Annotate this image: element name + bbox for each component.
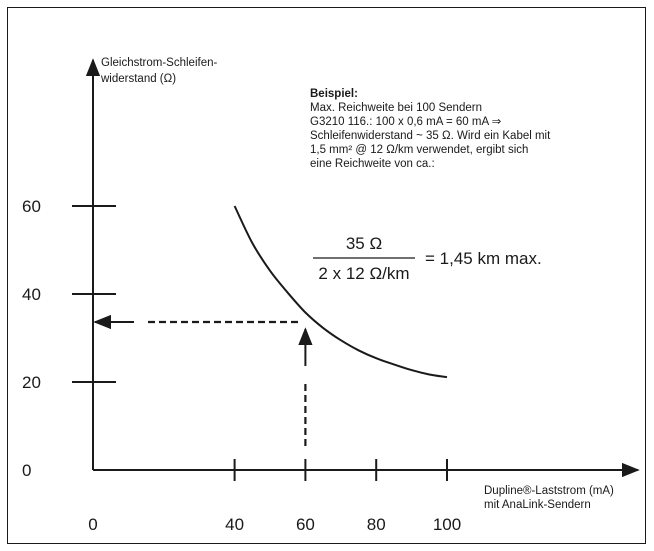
- x-tick-label: 80: [367, 515, 386, 534]
- y-axis-label: Gleichstrom-Schleifen- widerstand (Ω): [100, 57, 221, 85]
- x-tick-label: 40: [225, 515, 244, 534]
- y-tick-label: 20: [22, 373, 41, 392]
- x-tick-label: 100: [433, 515, 461, 534]
- y-ticks: [72, 205, 116, 383]
- x-ticks: [233, 459, 448, 481]
- x-axis-label: Dupline®-Laststrom (mA) mit AnaLink-Send…: [484, 485, 617, 511]
- example-title: Beispiel:: [310, 88, 358, 100]
- y-tick-label: 40: [22, 285, 41, 304]
- example-line: 1,5 mm² @ 12 Ω/km verwendet, ergibt sich: [310, 144, 528, 156]
- example-text: Beispiel: Max. Reichweite bei 100 Sender…: [310, 88, 554, 170]
- x-tick-label: 0: [88, 515, 97, 534]
- example-line: Schleifenwiderstand ~ 35 Ω. Wird ein Kab…: [310, 130, 551, 142]
- series-curve: [233, 205, 448, 379]
- formula-denominator: 2 x 12 Ω/km: [318, 264, 409, 283]
- example-line: eine Reichweite von ca.:: [310, 158, 435, 170]
- formula-result: = 1,45 km max.: [425, 249, 542, 268]
- x-tick-label: 60: [296, 515, 315, 534]
- x-tick-labels: 0 40 60 80 100: [88, 515, 461, 534]
- y-tick-labels: 0 20 40 60: [22, 197, 41, 480]
- example-line: Max. Reichweite bei 100 Sendern: [310, 102, 482, 114]
- y-tick-label: 60: [22, 197, 41, 216]
- y-tick-label: 0: [22, 461, 31, 480]
- chart-frame: [7, 7, 646, 544]
- formula-numerator: 35 Ω: [346, 234, 382, 253]
- example-line: G3210 116.: 100 x 0,6 mA = 60 mA ⇒: [310, 116, 502, 128]
